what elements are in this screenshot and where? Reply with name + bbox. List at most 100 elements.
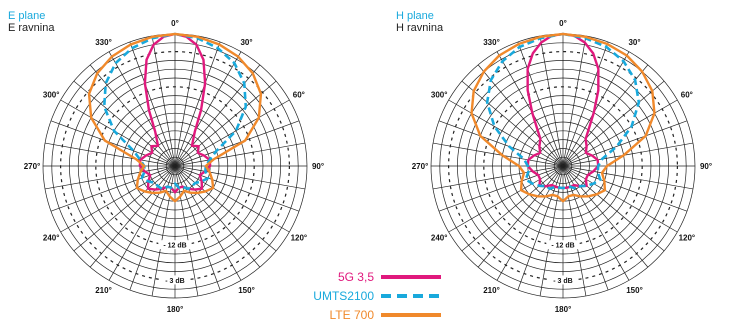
grid-spoke xyxy=(174,165,261,268)
h-plane-title-local: H ravnina xyxy=(396,22,444,34)
db-label-bg xyxy=(158,240,192,250)
grid-spoke xyxy=(174,120,300,167)
series-umts2100 xyxy=(102,32,248,191)
db-label-3-db: - 3 dB xyxy=(165,278,184,285)
series-traces xyxy=(87,32,263,203)
grid-spoke xyxy=(50,120,176,167)
polar-plot-e-plane: 0° 30° 60° 90° 120° 150° 180° 210° 240° 270° 300° 3… xyxy=(24,19,324,314)
grid-spoke xyxy=(562,99,678,167)
grid-spoke xyxy=(438,120,564,167)
grid-spoke xyxy=(174,41,221,167)
grid-spoke xyxy=(129,41,176,167)
angle-label-120: 120° xyxy=(291,234,308,243)
angle-label-210: 210° xyxy=(95,286,112,295)
grid-spoke xyxy=(562,165,649,268)
e-plane-title-en: E plane xyxy=(8,10,46,22)
series-lte-700 xyxy=(87,32,263,203)
legend-label-lte-700: LTE 700 xyxy=(330,308,375,320)
grid-spoke xyxy=(461,80,564,167)
angle-label-60: 60° xyxy=(681,91,693,100)
angle-labels: 0° 30° 60° 90° 120° 150° 180° 210° 240° 270° 300° 3… xyxy=(412,19,712,314)
angle-label-330: 330° xyxy=(483,38,500,47)
h-plane-title: H plane H ravnina xyxy=(396,10,443,34)
grid-spoke xyxy=(151,35,176,167)
polar-grid xyxy=(42,33,308,299)
grid-spoke xyxy=(496,51,564,167)
grid-spoke xyxy=(73,165,176,252)
grid-spoke xyxy=(562,41,609,167)
grid-spoke xyxy=(461,165,564,252)
angle-label-120: 120° xyxy=(679,234,696,243)
grid-spoke xyxy=(174,165,306,190)
series-traces xyxy=(470,32,656,203)
angle-label-150: 150° xyxy=(626,286,643,295)
grid-spoke xyxy=(562,80,665,167)
grid-spoke xyxy=(60,165,176,233)
grid-spoke xyxy=(89,165,176,268)
grid-spoke xyxy=(174,80,277,167)
angle-label-180: 180° xyxy=(555,305,572,314)
grid-spoke xyxy=(438,165,564,212)
grid-spoke xyxy=(174,165,290,233)
angle-label-240: 240° xyxy=(43,234,60,243)
grid-spoke xyxy=(174,165,242,281)
grid-spoke xyxy=(539,35,564,167)
grid-spoke xyxy=(50,165,176,212)
angle-label-330: 330° xyxy=(95,38,112,47)
grid-spoke xyxy=(562,64,649,167)
angle-label-150: 150° xyxy=(238,286,255,295)
angle-label-270: 270° xyxy=(412,162,429,171)
angle-label-270: 270° xyxy=(24,162,41,171)
angle-label-0: 0° xyxy=(171,19,179,28)
db-labels: - 12 dB - 3 dB xyxy=(158,240,192,285)
grid-spoke xyxy=(562,51,630,167)
grid-spoke xyxy=(174,35,199,167)
e-plane-title: E plane E ravnina xyxy=(8,10,54,34)
angle-label-30: 30° xyxy=(240,38,252,47)
angle-label-210: 210° xyxy=(483,286,500,295)
grid-spoke xyxy=(562,35,587,167)
angle-label-300: 300° xyxy=(431,91,448,100)
grid-spoke xyxy=(174,142,306,167)
db-label-bg xyxy=(160,275,190,285)
grid-spoke xyxy=(174,64,261,167)
grid-spoke xyxy=(562,165,688,212)
polar-plot-h-plane: 0° 30° 60° 90° 120° 150° 180° 210° 240° 270° 300° 3… xyxy=(412,19,712,314)
angle-label-180: 180° xyxy=(167,305,184,314)
grid-spoke xyxy=(562,142,694,167)
db-label-bg xyxy=(548,275,578,285)
grid-spoke xyxy=(477,64,564,167)
series-lte-700 xyxy=(470,32,656,203)
grid-spoke xyxy=(562,120,688,167)
angle-label-0: 0° xyxy=(559,19,567,28)
grid-spoke xyxy=(174,51,242,167)
grid-spoke xyxy=(108,165,176,281)
grid-spoke xyxy=(477,165,564,268)
grid-spoke xyxy=(562,165,665,252)
grid-spoke xyxy=(108,51,176,167)
grid-spoke xyxy=(517,41,564,167)
db-labels: - 12 dB - 3 dB xyxy=(546,240,580,285)
angle-label-240: 240° xyxy=(431,234,448,243)
polar-grid xyxy=(430,33,696,299)
grid-spoke xyxy=(44,142,176,167)
angle-label-300: 300° xyxy=(43,91,60,100)
grid-spoke xyxy=(562,165,678,233)
grid-spoke xyxy=(73,80,176,167)
angle-label-90: 90° xyxy=(312,162,324,171)
db-label-3-db: - 3 dB xyxy=(553,278,572,285)
series-umts2100 xyxy=(485,32,641,191)
grid-spoke xyxy=(448,165,564,233)
grid-spoke xyxy=(44,165,176,190)
angle-label-60: 60° xyxy=(293,91,305,100)
grid-spoke xyxy=(432,165,564,190)
legend: 5G 3,5 UMTS2100 LTE 700 xyxy=(313,270,441,320)
angle-labels: 0° 30° 60° 90° 120° 150° 180° 210° 240° 270° 300° 3… xyxy=(24,19,324,314)
series-5g-3-5 xyxy=(138,32,212,194)
grid-spoke xyxy=(174,165,277,252)
grid-spoke xyxy=(448,99,564,167)
angle-label-90: 90° xyxy=(700,162,712,171)
h-plane-title-en: H plane xyxy=(396,10,434,22)
grid-spoke xyxy=(432,142,564,167)
